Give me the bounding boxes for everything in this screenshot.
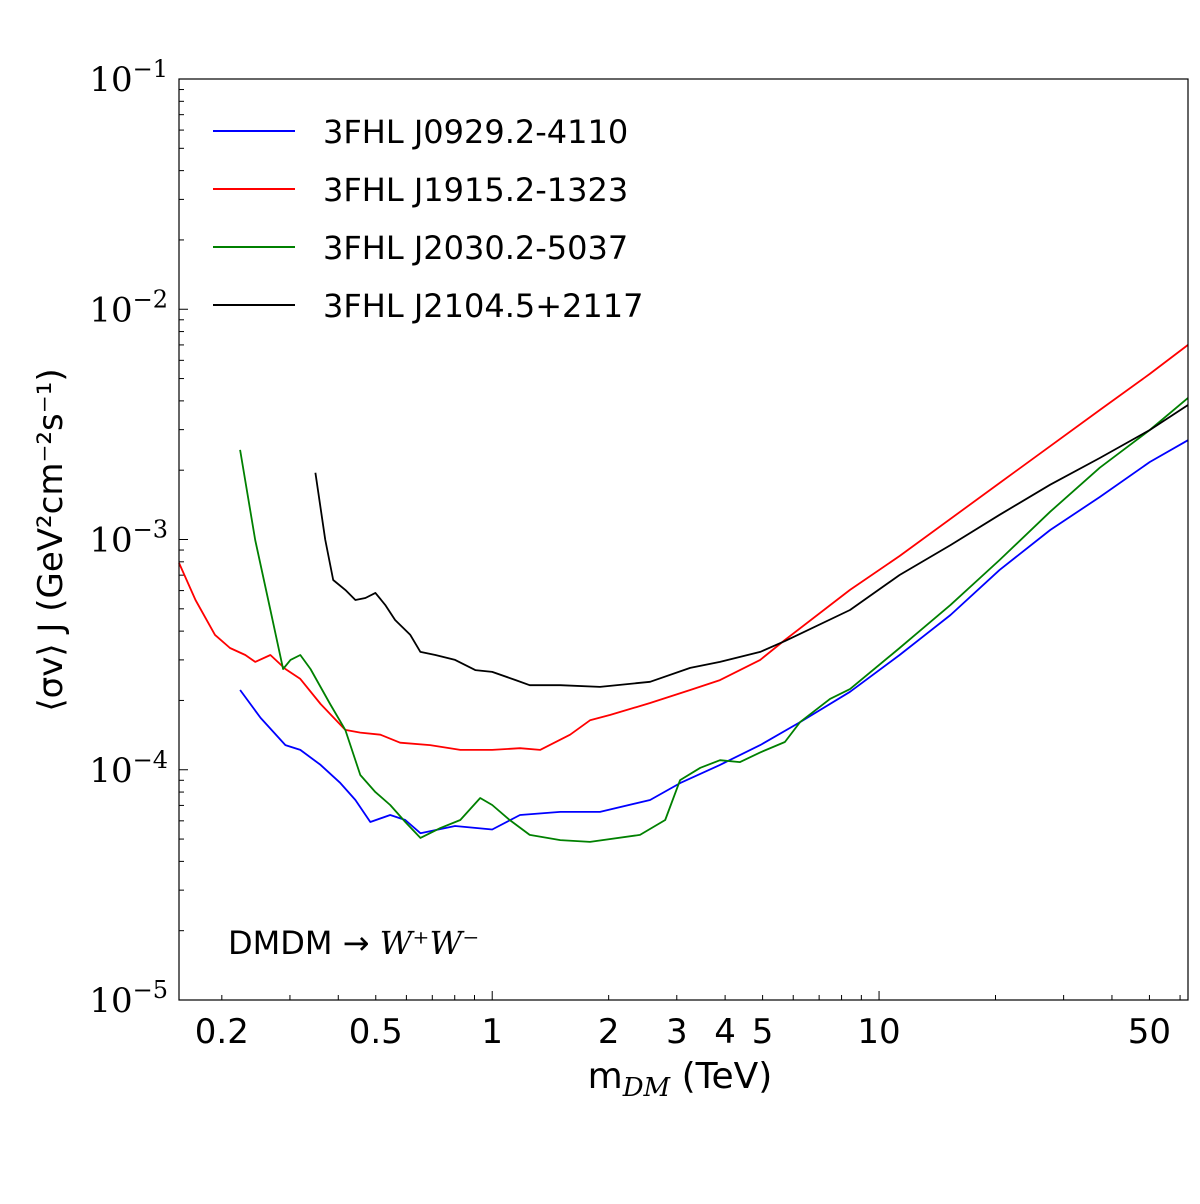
legend-label: 3FHL J0929.2-4110 bbox=[323, 113, 628, 151]
y-tick-label: 10−2 bbox=[89, 285, 168, 330]
series-lines bbox=[178, 344, 1189, 843]
y-tick-base: 10 bbox=[89, 751, 132, 791]
y-tick-label: 10−4 bbox=[89, 746, 168, 791]
y-tick-exponent: −1 bbox=[133, 55, 168, 83]
x-axis-label: mDM (TeV) bbox=[588, 1056, 773, 1103]
legend: 3FHL J0929.2-4110 3FHL J1915.2-1323 3FHL J… bbox=[213, 113, 643, 325]
plot-frame bbox=[178, 78, 1189, 1001]
y-tick-exponent: −5 bbox=[133, 976, 168, 1004]
x-tick-label: 0.5 bbox=[349, 1012, 403, 1052]
x-tick-label: 5 bbox=[752, 1012, 774, 1052]
series-line-0 bbox=[239, 439, 1189, 835]
x-tick-label: 3 bbox=[666, 1012, 688, 1052]
y-tick-base: 10 bbox=[89, 60, 132, 100]
x-tick-label: 0.2 bbox=[195, 1012, 249, 1052]
y-tick-base: 10 bbox=[89, 290, 132, 330]
legend-label: 3FHL J2030.2-5037 bbox=[323, 229, 628, 267]
series-line-2 bbox=[239, 397, 1189, 843]
y-tick-base: 10 bbox=[89, 981, 132, 1021]
x-tick-label: 10 bbox=[857, 1012, 900, 1052]
y-axis-label: ⟨σv⟩ J (GeV²cm⁻²s⁻¹) bbox=[31, 368, 71, 711]
y-tick-label: 10−5 bbox=[89, 976, 168, 1021]
annotation: DMDM → W⁺W⁻ bbox=[228, 924, 479, 962]
legend-label: 3FHL J1915.2-1323 bbox=[323, 171, 628, 209]
y-tick-base: 10 bbox=[89, 521, 132, 561]
y-tick-label: 10−3 bbox=[89, 516, 168, 561]
legend-label: 3FHL J2104.5+2117 bbox=[323, 287, 643, 325]
y-tick-label: 10−1 bbox=[89, 55, 168, 100]
series-line-3 bbox=[314, 404, 1189, 688]
y-tick-exponent: −4 bbox=[133, 746, 168, 774]
series-line-1 bbox=[178, 344, 1189, 751]
x-tick-label: 50 bbox=[1128, 1012, 1171, 1052]
y-tick-exponent: −2 bbox=[133, 285, 168, 313]
x-tick-label: 1 bbox=[481, 1012, 503, 1052]
y-tick-exponent: −3 bbox=[133, 516, 168, 544]
x-tick-label: 4 bbox=[714, 1012, 736, 1052]
x-tick-label: 2 bbox=[598, 1012, 620, 1052]
